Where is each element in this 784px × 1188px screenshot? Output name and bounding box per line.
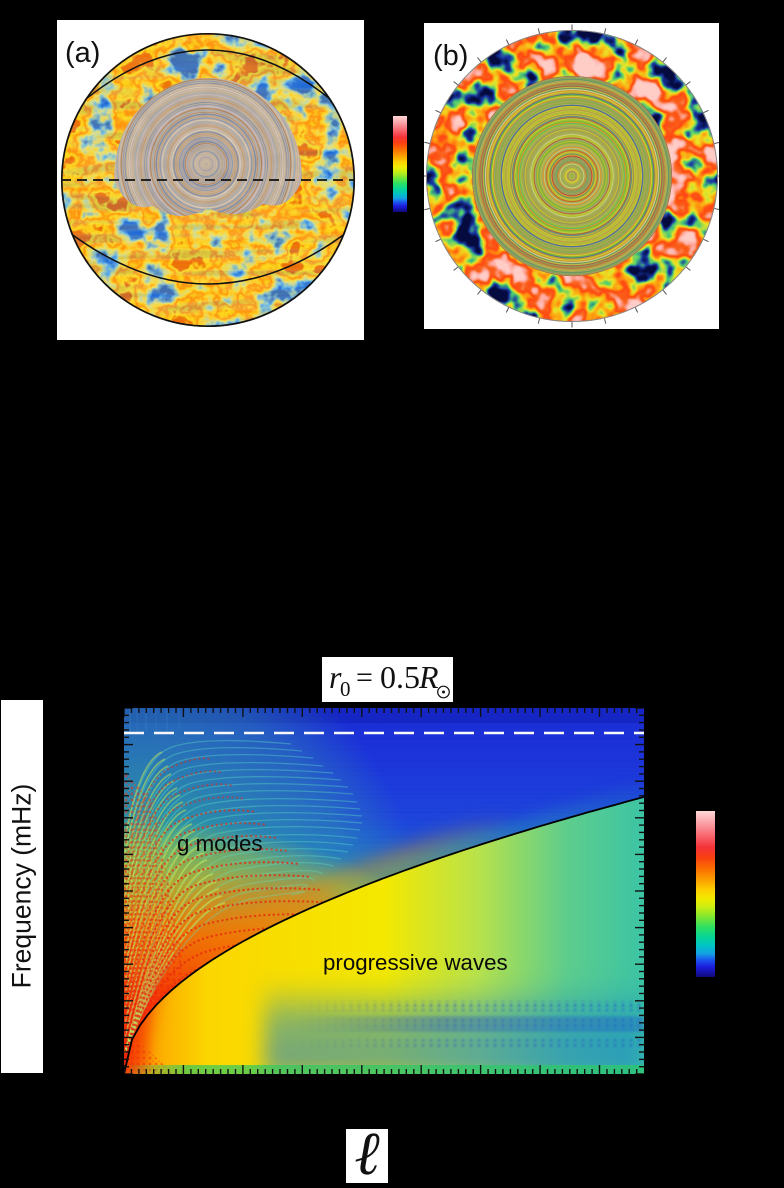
svg-text:0.5: 0.5 — [380, 659, 420, 695]
svg-text:(b): (b) — [433, 40, 468, 72]
svg-text:=: = — [356, 661, 373, 694]
svg-text:R: R — [418, 659, 439, 695]
svg-text:g modes: g modes — [177, 831, 263, 856]
svg-text:progressive waves: progressive waves — [323, 950, 508, 975]
svg-text:r: r — [329, 659, 342, 695]
svg-text:0: 0 — [340, 677, 351, 701]
svg-text:(a): (a) — [65, 37, 100, 69]
